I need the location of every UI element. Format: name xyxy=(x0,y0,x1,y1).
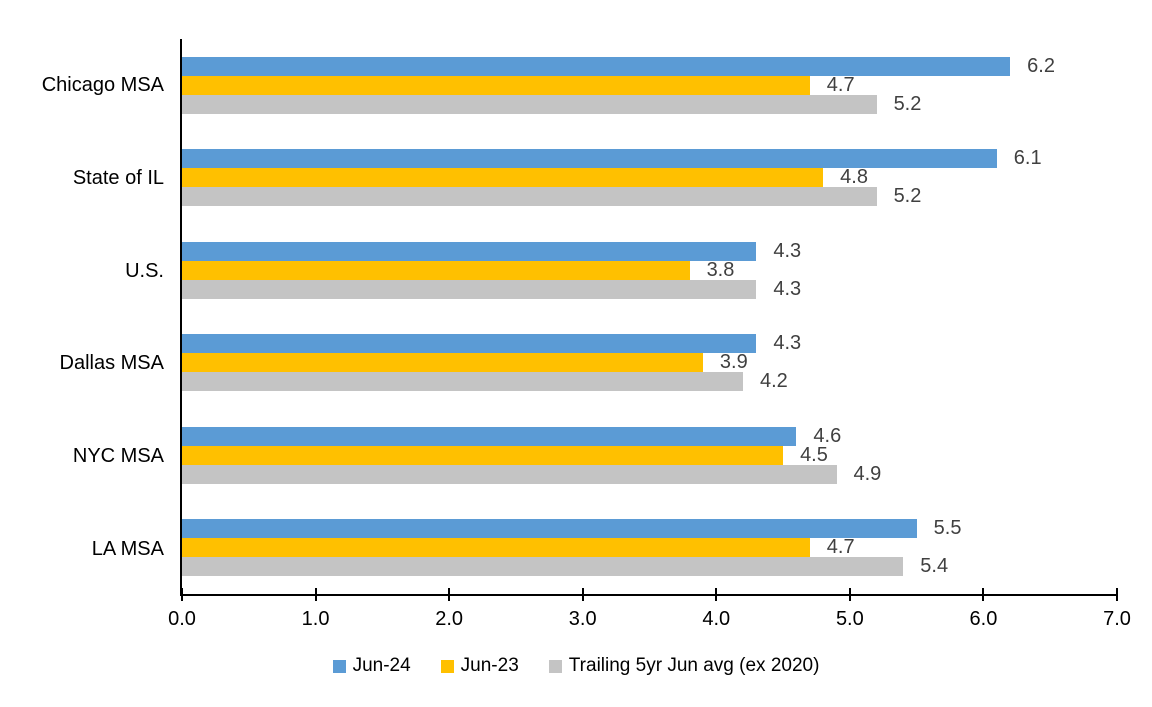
x-axis-tick-label: 4.0 xyxy=(702,608,731,630)
bar-row: 4.5 xyxy=(182,443,1117,466)
legend-item: Trailing 5yr Jun avg (ex 2020) xyxy=(548,655,820,677)
legend-label: Jun-23 xyxy=(460,655,519,676)
x-axis-tick xyxy=(1116,588,1118,601)
bar xyxy=(182,426,797,446)
value-label: 5.5 xyxy=(933,517,962,540)
value-label: 5.2 xyxy=(893,92,922,115)
bar xyxy=(182,519,917,539)
x-axis-tick-label: 7.0 xyxy=(1103,608,1131,630)
x-axis-tick-label: 0.0 xyxy=(168,608,196,630)
bar-group: 5.5 4.7 5.4 xyxy=(182,502,1117,595)
bar-row: 3.8 xyxy=(182,258,1117,281)
bar xyxy=(182,75,810,95)
bar-row: 4.8 xyxy=(182,166,1117,189)
category-label: Chicago MSA xyxy=(41,73,164,96)
value-label: 4.3 xyxy=(773,332,802,355)
value-label: 4.5 xyxy=(800,443,828,466)
value-label: 4.3 xyxy=(773,239,802,262)
bar xyxy=(182,149,997,169)
legend-label: Jun-24 xyxy=(352,655,411,676)
bar xyxy=(182,56,1011,76)
value-label: 4.6 xyxy=(813,424,842,447)
bar xyxy=(182,538,810,558)
value-label: 4.9 xyxy=(853,462,882,485)
value-label: 5.4 xyxy=(920,555,949,578)
bar-row: 4.3 xyxy=(182,239,1117,262)
value-label: 3.8 xyxy=(706,258,735,281)
x-axis-tick xyxy=(581,588,584,601)
x-axis-tick xyxy=(715,588,718,601)
value-label: 4.7 xyxy=(826,73,855,96)
legend-swatch-icon xyxy=(440,659,454,673)
bar-group: 6.1 4.8 5.2 xyxy=(182,132,1117,225)
bar xyxy=(182,279,757,299)
bar xyxy=(182,334,757,354)
bar-row: 5.4 xyxy=(182,555,1117,578)
bar xyxy=(182,557,904,577)
x-axis-tick-label: 5.0 xyxy=(835,608,864,630)
value-label: 4.8 xyxy=(840,166,868,189)
bar xyxy=(182,353,703,373)
bar-row: 5.2 xyxy=(182,185,1117,208)
value-label: 4.7 xyxy=(826,536,855,559)
value-label: 4.3 xyxy=(773,277,802,300)
legend-swatch-icon xyxy=(332,659,346,673)
x-axis-tick xyxy=(848,588,851,601)
x-axis-tick-label: 3.0 xyxy=(568,608,597,630)
bar-group: 4.3 3.9 4.2 xyxy=(182,317,1117,410)
bar-row: 4.9 xyxy=(182,462,1117,485)
x-axis-tick xyxy=(181,588,183,601)
bar xyxy=(182,260,690,280)
bar-row: 4.7 xyxy=(182,536,1117,559)
legend-item: Jun-23 xyxy=(440,655,519,677)
bar xyxy=(182,187,877,207)
bar-group: 4.3 3.8 4.3 xyxy=(182,224,1117,317)
category-label: NYC MSA xyxy=(72,445,164,468)
value-label: 6.2 xyxy=(1027,54,1055,77)
category-label: U.S. xyxy=(125,259,164,282)
plot-area: 6.2 4.7 5.2 6.1 4.8 5.2 4.3 3.8 4.3 4.3 3.9 4.2 4.6 4… xyxy=(168,39,1131,630)
category-label: State of IL xyxy=(72,166,164,189)
bar-row: 4.3 xyxy=(182,277,1117,300)
x-axis-tick xyxy=(448,588,451,601)
x-axis-tick-label: 1.0 xyxy=(301,608,330,630)
bar xyxy=(182,94,877,114)
bar-group: 6.2 4.7 5.2 xyxy=(182,39,1117,132)
value-label: 4.2 xyxy=(760,370,788,393)
legend-label: Trailing 5yr Jun avg (ex 2020) xyxy=(568,655,820,676)
category-label: LA MSA xyxy=(91,538,164,561)
x-axis-tick-label: 2.0 xyxy=(435,608,464,630)
bar-row: 4.6 xyxy=(182,424,1117,447)
x-axis-tick-label: 6.0 xyxy=(969,608,998,630)
bar-group: 4.6 4.5 4.9 xyxy=(182,409,1117,502)
bar-row: 5.2 xyxy=(182,92,1117,115)
bar-row: 5.5 xyxy=(182,517,1117,540)
bar-row: 3.9 xyxy=(182,351,1117,374)
value-label: 5.2 xyxy=(893,185,922,208)
legend-item: Jun-24 xyxy=(332,655,411,677)
bar xyxy=(182,241,757,261)
bar xyxy=(182,372,743,392)
legend: Jun-24 Jun-23 Trailing 5yr Jun avg (ex 202… xyxy=(0,652,1152,680)
value-label: 6.1 xyxy=(1013,147,1042,170)
bar-row: 6.2 xyxy=(182,54,1117,77)
bar xyxy=(182,445,784,465)
value-label: 3.9 xyxy=(719,351,748,374)
bar-row: 6.1 xyxy=(182,147,1117,170)
bar-row: 4.2 xyxy=(182,370,1117,393)
bar-row: 4.3 xyxy=(182,332,1117,355)
legend-swatch-icon xyxy=(548,659,562,673)
bar xyxy=(182,168,824,188)
bar xyxy=(182,464,837,484)
bar-row: 4.7 xyxy=(182,73,1117,96)
category-label: Dallas MSA xyxy=(59,352,164,375)
y-axis-category-labels: Chicago MSA State of IL U.S. Dallas MSA NYC … xyxy=(0,39,164,596)
x-axis-tick xyxy=(314,588,317,601)
x-axis-tick xyxy=(982,588,985,601)
